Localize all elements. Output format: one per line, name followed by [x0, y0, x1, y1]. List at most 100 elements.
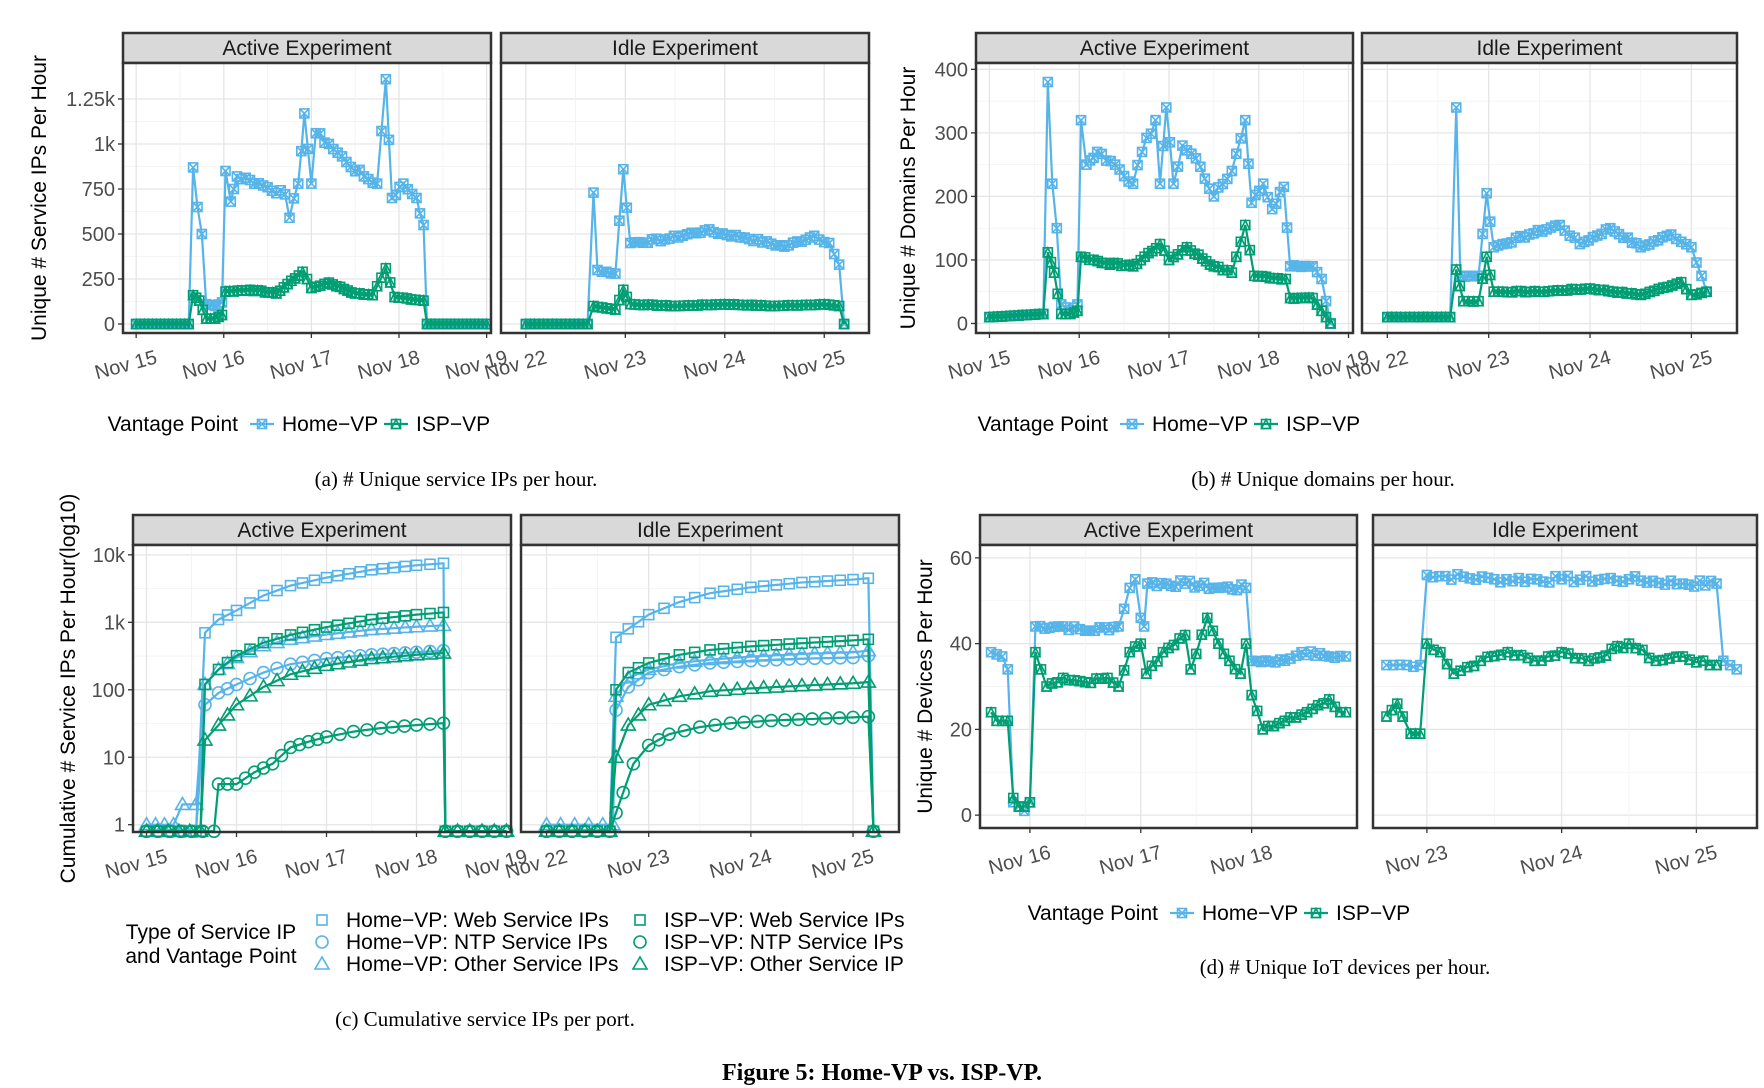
data-point	[363, 650, 380, 665]
data-point	[1218, 647, 1230, 660]
legend-label: Home−VP	[1202, 902, 1298, 925]
data-point	[1154, 178, 1166, 190]
data-point	[211, 777, 226, 791]
data-point	[778, 713, 792, 727]
x-tick-label: Nov 25	[1648, 347, 1715, 385]
data-point	[764, 713, 779, 728]
facet-strip-label: Idle Experiment	[1477, 37, 1623, 60]
data-point	[1132, 159, 1143, 171]
data-point	[371, 178, 383, 189]
data-point	[581, 317, 594, 330]
data-point	[677, 723, 692, 738]
data-point	[1495, 576, 1506, 588]
data-point	[805, 712, 819, 726]
data-point	[1324, 317, 1337, 329]
y-tick-label: 400	[935, 59, 968, 81]
legend-key-marker	[315, 935, 329, 949]
data-point	[329, 655, 347, 670]
data-point	[408, 646, 425, 661]
data-point	[652, 732, 666, 747]
data-point	[783, 638, 795, 650]
panel-border	[978, 543, 1359, 830]
facet-strip-label: Idle Experiment	[637, 519, 783, 542]
facet-strip-label: Active Experiment	[1080, 37, 1249, 60]
data-point	[844, 643, 862, 659]
data-point	[1001, 714, 1014, 727]
grid	[521, 545, 899, 832]
data-point	[318, 625, 335, 641]
data-point	[708, 718, 722, 732]
data-point	[670, 654, 688, 669]
x-tick-label: Nov 17	[283, 846, 350, 884]
data-point	[655, 691, 673, 707]
data-point	[199, 678, 211, 691]
legend-label: Home−VP	[1152, 413, 1248, 436]
data-point	[686, 652, 704, 668]
data-point	[396, 647, 414, 662]
data-point	[187, 795, 205, 811]
series-isp-vp-other-service-ip	[138, 644, 515, 838]
data-point	[996, 651, 1008, 662]
series-home-vp	[985, 574, 1352, 817]
data-point	[808, 575, 821, 588]
data-point	[742, 679, 760, 695]
series-home-vp	[1381, 568, 1743, 675]
data-point	[658, 602, 670, 615]
facet-strip	[1360, 31, 1739, 65]
data-point	[302, 143, 314, 155]
data-point	[662, 727, 676, 741]
data-point	[793, 645, 811, 660]
panel-active: Active Experiment 1 10 100 1k 10k Nov 15 Nov 16…	[92, 513, 530, 884]
series-isp-vp	[130, 261, 493, 330]
data-point	[1123, 645, 1136, 658]
data-point	[1195, 161, 1206, 173]
data-point	[1164, 137, 1176, 148]
data-point	[182, 317, 195, 330]
data-point	[640, 696, 658, 711]
data-point	[148, 822, 166, 838]
data-point	[1201, 611, 1214, 624]
data-point	[411, 192, 422, 204]
data-point	[187, 162, 199, 173]
data-point	[563, 822, 581, 838]
chart-b: Unique # Domains Per Hour Active Experime…	[897, 31, 1739, 436]
data-point	[1234, 667, 1247, 679]
data-point	[374, 620, 392, 635]
data-point	[742, 648, 760, 663]
data-point	[1623, 574, 1635, 585]
data-point	[1239, 218, 1252, 231]
panel-border	[499, 61, 871, 335]
data-point	[791, 712, 806, 727]
facet-strip-label: Idle Experiment	[1492, 519, 1638, 542]
data-point	[1075, 114, 1087, 126]
data-point	[199, 626, 211, 639]
data-point	[728, 680, 746, 696]
data-point	[731, 583, 744, 596]
data-point	[1278, 181, 1290, 193]
data-point	[256, 761, 271, 775]
legend-title-line1: Type of Service IP	[126, 921, 296, 944]
x-tick-label: Nov 23	[1445, 347, 1512, 385]
data-point	[333, 727, 347, 742]
x-tick-label: Nov 16	[986, 842, 1053, 880]
data-point	[399, 560, 412, 573]
data-point	[296, 626, 309, 639]
data-point	[1711, 578, 1722, 589]
data-point	[701, 682, 719, 698]
data-point	[1138, 621, 1150, 632]
data-point	[1013, 800, 1025, 812]
data-point	[1062, 673, 1075, 686]
y-tick-label: 0	[957, 313, 968, 335]
data-point	[1700, 285, 1713, 298]
legend-label: Home−VP: NTP Service IPs	[346, 931, 608, 954]
data-point	[418, 219, 429, 231]
plot-area	[501, 63, 869, 333]
data-point	[196, 228, 208, 240]
caption-a: (a) # Unique service IPs per hour.	[315, 467, 598, 491]
data-point	[360, 723, 374, 737]
x-tick-label: Nov 23	[582, 347, 649, 385]
data-point	[834, 574, 847, 587]
data-point	[780, 646, 798, 661]
data-point	[410, 608, 423, 621]
data-point	[388, 611, 400, 623]
